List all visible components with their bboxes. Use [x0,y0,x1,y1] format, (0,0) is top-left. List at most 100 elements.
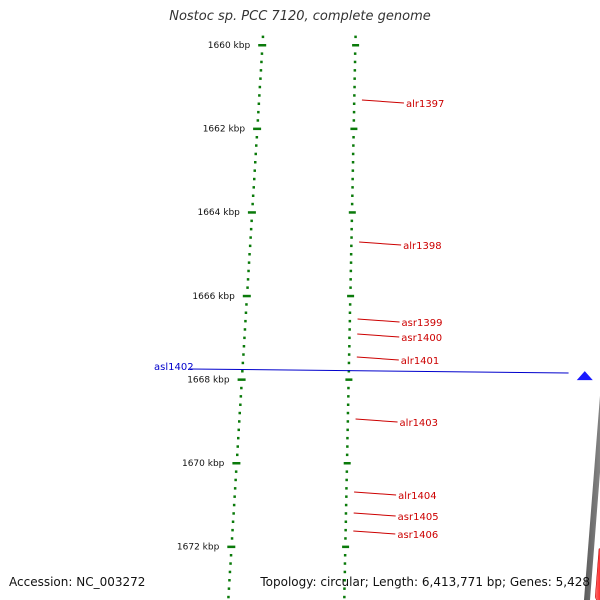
gene-arrow[interactable] [594,548,600,600]
gene-label-leader [356,356,399,361]
gene-label[interactable]: alr1397 [406,99,444,110]
track-minor-tick [351,161,355,164]
track-minor-tick [351,177,354,181]
ruler-minor-tick [241,370,244,373]
track-minor-tick [349,261,353,264]
ruler-minor-tick [260,60,263,64]
track-minor-tick [354,35,357,39]
ruler-label: 1668 kbp [187,375,230,385]
ruler-minor-tick [247,269,250,273]
track-minor-tick [348,319,352,323]
ruler-minor-tick [228,570,232,574]
ruler-minor-tick [232,512,235,515]
ruler-minor-tick [260,52,264,55]
track-minor-tick [353,77,356,80]
ruler-minor-tick [254,161,257,164]
ruler-label: 1660 kbp [208,41,251,51]
track-minor-tick [352,110,356,114]
ruler-minor-tick [237,428,240,432]
gene-label-leader [357,333,400,338]
ruler-label: 1662 kbp [203,125,246,135]
ruler-minor-tick [229,562,232,565]
ruler-major-tick [242,294,251,298]
track-minor-tick [345,453,349,457]
gene-labels: alr1397 alr1398 asr1399 asr1400 alr1401 asl14… [154,99,569,541]
track-major-tick [345,378,353,381]
ruler-major-tick [237,378,246,381]
gene-label[interactable]: alr1404 [398,491,436,502]
gene-label[interactable]: alr1403 [400,418,438,429]
track-major-tick [343,462,351,465]
track-minor-tick [351,152,355,156]
track-minor-tick [347,386,350,390]
ruler-major-tick [247,211,256,214]
track-minor-tick [344,503,348,507]
track-minor-tick [343,595,346,599]
ruler-minor-tick [234,470,238,473]
ruler-label: 1664 kbp [197,208,240,218]
ruler-minor-tick [249,236,252,239]
track-minor-tick [346,420,350,423]
ruler-minor-tick [249,227,253,231]
ruler-minor-tick [227,587,231,590]
ruler-label: 1672 kbp [177,543,220,553]
track-major-tick [342,545,350,549]
ruler-minor-tick [247,261,251,264]
gene-label[interactable]: alr1401 [401,356,439,367]
gene-arrow-reverse[interactable] [576,371,593,381]
gene-label-leader [354,491,397,496]
track-major-tick [350,127,358,131]
gene-label[interactable]: alr1398 [403,241,441,252]
track-minor-tick [349,278,352,281]
track-minor-tick [352,102,356,105]
ruler-minor-tick [246,278,250,281]
ruler-minor-tick [255,144,258,147]
ruler-minor-tick [257,110,260,114]
track-minor-tick [353,69,357,72]
track-minor-tick [353,85,356,89]
track-minor-tick [353,52,357,55]
track-minor-tick [346,436,349,440]
ruler-minor-tick [250,219,253,223]
ruler-minor-tick [254,152,257,156]
gene-label[interactable]: asr1405 [398,512,439,523]
track-minor-tick [348,303,352,306]
ruler-minor-tick [231,528,234,532]
track-minor-tick [350,219,354,223]
track-minor-tick [345,478,348,482]
track-minor-tick [350,227,353,231]
ruler-minor-tick [252,186,255,189]
track-minor-tick [346,411,350,415]
ruler-minor-tick [236,453,239,457]
gene-label-leader [353,512,396,517]
ruler-label: 1670 kbp [182,459,225,469]
track-minor-tick [352,136,355,139]
track-minor-tick [350,244,353,248]
ruler-minor-tick [240,386,243,390]
track-minor-tick [348,345,351,348]
ruler-minor-tick [248,253,251,256]
track-minor-tick [346,428,349,432]
ruler-minor-tick [258,94,261,97]
ruler-minor-tick [258,85,262,89]
gene-label[interactable]: asr1406 [397,530,438,541]
ruler-minor-tick [246,286,249,289]
gene-label[interactable]: asr1399 [402,318,443,329]
ruler-minor-tick [238,420,241,423]
track-minor-tick [345,487,348,490]
accession-text: Accession: NC_003272 [9,575,146,589]
track-minor-tick [343,554,347,557]
track-minor-tick [347,395,350,398]
track-minor-tick [343,579,346,582]
gene-label[interactable]: asr1400 [401,333,442,344]
track-minor-tick [347,361,351,365]
track-major-tick [348,211,356,214]
gene-label[interactable]: asl1402 [154,362,194,373]
ruler-minor-tick [242,345,246,348]
ruler-minor-tick [259,69,263,72]
gene-label-leader [189,368,569,374]
track-minor-tick [344,512,348,515]
map-title: Nostoc sp. PCC 7120, complete genome [169,9,431,24]
ruler-minor-tick [236,445,239,448]
